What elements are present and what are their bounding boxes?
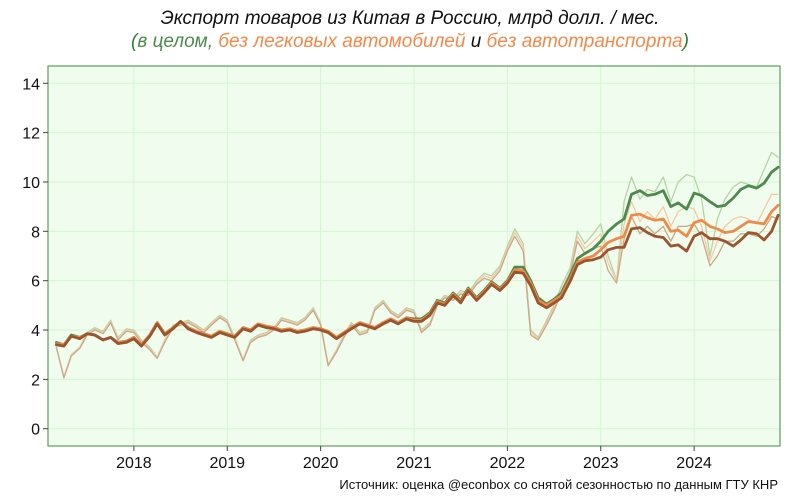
x-tick-label-5: 2023 xyxy=(583,455,619,472)
x-tick-label-2: 2020 xyxy=(303,455,339,472)
y-tick-label-0: 0 xyxy=(31,422,40,439)
y-tick-label-6: 12 xyxy=(22,126,40,143)
x-axis: 2018 2019 2020 2021 2022 2023 2024 xyxy=(116,446,712,472)
y-axis: 0 2 4 6 8 10 12 14 xyxy=(22,76,48,439)
subtitle-sep2: и xyxy=(465,31,486,52)
y-tick-label-5: 10 xyxy=(22,175,40,192)
y-tick-label-3: 6 xyxy=(31,274,40,291)
y-tick-label-7: 14 xyxy=(22,76,40,93)
y-tick-label-2: 4 xyxy=(31,323,40,340)
subtitle-no-vehicles: без автотранспорта xyxy=(487,31,683,52)
x-tick-label-4: 2022 xyxy=(490,455,526,472)
chart-title: Экспорт товаров из Китая в Россию, млрд … xyxy=(161,8,660,29)
y-tick-label-1: 2 xyxy=(31,372,40,389)
series-line-no-vehicles xyxy=(55,213,780,348)
subtitle-close: ) xyxy=(681,31,689,52)
subtitle-sep1: , xyxy=(208,31,219,52)
x-tick-label-3: 2021 xyxy=(396,455,432,472)
sa-series-layer xyxy=(55,165,780,348)
x-tick-label-0: 2018 xyxy=(116,455,152,472)
x-tick-label-1: 2019 xyxy=(209,455,245,472)
chart-subtitle: (в целом, без легковых автомобилей и без… xyxy=(131,31,689,52)
source-note: Источник: оценка @econbox со снятой сезо… xyxy=(339,477,778,492)
subtitle-total: в целом xyxy=(137,31,207,52)
subtitle-no-cars: без легковых автомобилей xyxy=(218,31,466,52)
x-tick-label-6: 2024 xyxy=(676,455,712,472)
subtitle-open: ( xyxy=(131,31,139,52)
y-tick-label-4: 8 xyxy=(31,224,40,241)
